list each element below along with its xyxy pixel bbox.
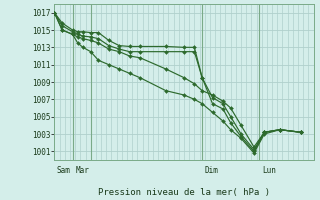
Text: Sam: Sam	[57, 166, 71, 175]
Text: Lun: Lun	[262, 166, 276, 175]
Text: Dim: Dim	[205, 166, 219, 175]
Text: Pression niveau de la mer( hPa ): Pression niveau de la mer( hPa )	[98, 188, 270, 197]
Text: Mar: Mar	[75, 166, 89, 175]
